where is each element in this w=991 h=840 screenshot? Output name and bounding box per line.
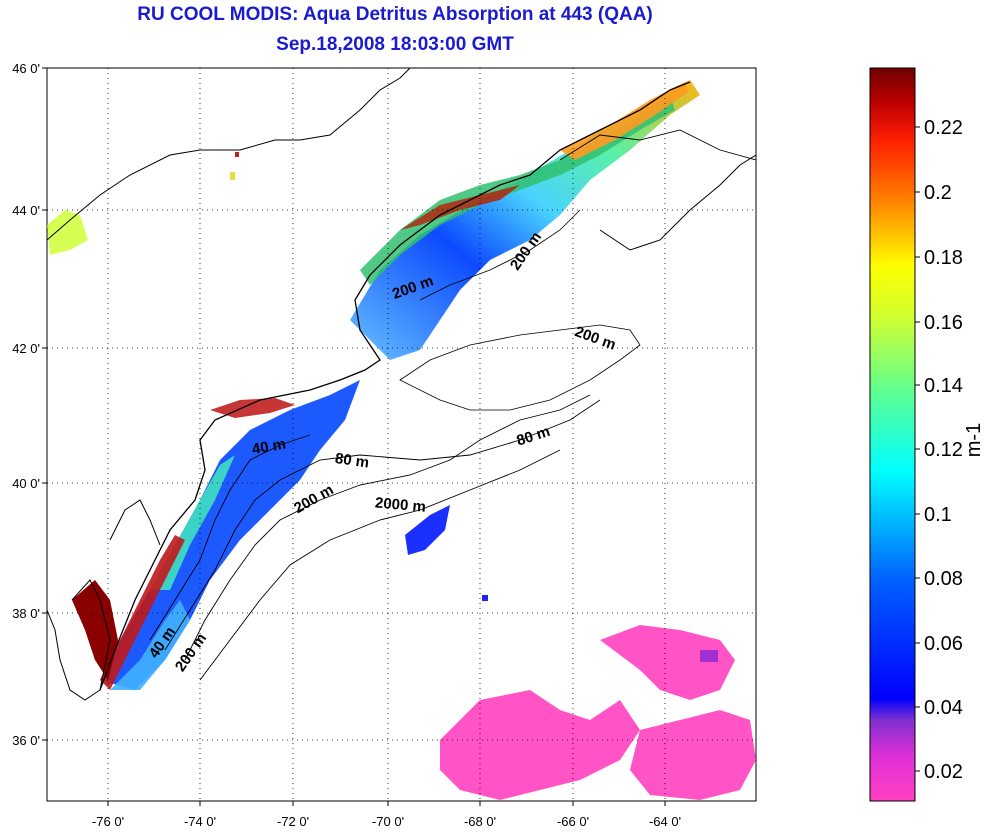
colorbar-tick-label: 0.2 bbox=[924, 182, 952, 204]
data-overlay-mid-atlantic bbox=[100, 380, 360, 690]
data-overlay-speck-1 bbox=[235, 152, 239, 157]
coastline-delaware bbox=[109, 499, 161, 546]
lon-tick-label: -76 0' bbox=[92, 814, 124, 829]
map-frame bbox=[46, 67, 757, 802]
isobath-label: 40 m bbox=[251, 435, 288, 458]
coastline-fundy bbox=[559, 129, 756, 161]
data-overlay-southern-shelf bbox=[110, 600, 190, 690]
colorbar-tick-label: 0.18 bbox=[924, 247, 963, 269]
colorbar-tick-label: 0.14 bbox=[924, 375, 963, 397]
colorbar-unit-label: m-1 bbox=[963, 423, 985, 457]
lat-tick-label: 46 0' bbox=[12, 61, 40, 76]
data-overlay-open-ocean-4 bbox=[700, 650, 718, 662]
data-overlay-speck-2 bbox=[230, 172, 235, 180]
data-overlay-maine-coast-red bbox=[400, 185, 520, 230]
data-overlay-open-ocean-1 bbox=[440, 690, 640, 800]
data-overlay-open-ocean-3 bbox=[630, 710, 756, 800]
lon-tick-label: -64 0' bbox=[649, 814, 681, 829]
isobath-georges-bank bbox=[399, 324, 641, 411]
isobath-200m bbox=[184, 394, 591, 661]
data-overlay-gulf-of-maine bbox=[350, 80, 700, 360]
colorbar-ticks bbox=[915, 126, 920, 772]
colorbar-tick-label: 0.02 bbox=[924, 761, 963, 783]
lat-tick-label: 44 0' bbox=[12, 203, 40, 218]
lon-tick-label: -70 0' bbox=[372, 814, 404, 829]
map-content: 200 m 200 m 200 m 80 m 40 m 80 m 200 m 2… bbox=[47, 68, 756, 800]
isobath-gulf-maine-200 bbox=[419, 209, 581, 301]
isobath-label: 80 m bbox=[334, 450, 370, 472]
data-overlay-open-ocean-2 bbox=[600, 625, 735, 700]
lon-tick-label: -68 0' bbox=[464, 814, 496, 829]
data-overlay-coastal-red bbox=[100, 535, 185, 690]
colorbar-tick-label: 0.08 bbox=[924, 568, 963, 590]
colorbar-tick-label: 0.04 bbox=[924, 697, 963, 719]
map-title: RU COOL MODIS: Aqua Detritus Absorption … bbox=[137, 4, 653, 25]
lat-tick-label: 42 0' bbox=[12, 341, 40, 356]
coastline-main bbox=[99, 81, 691, 691]
isobath-40m bbox=[149, 434, 311, 641]
data-overlay-small-patch bbox=[482, 595, 488, 601]
lat-tick-label: 36 0' bbox=[12, 733, 40, 748]
coastline-canada-north bbox=[239, 68, 411, 151]
colorbar-tick-label: 0.06 bbox=[924, 633, 963, 655]
map-subtitle: Sep.18,2008 18:03:00 GMT bbox=[276, 34, 514, 55]
lat-tick-label: 40 0' bbox=[12, 476, 40, 491]
lon-tick-label: -72 0' bbox=[277, 814, 309, 829]
colorbar-tick-label: 0.12 bbox=[924, 439, 963, 461]
isobath-label: 2000 m bbox=[374, 494, 426, 515]
colorbar-tick-label: 0.16 bbox=[924, 312, 963, 334]
colorbar bbox=[869, 67, 916, 802]
isobath-2000m bbox=[199, 449, 561, 681]
data-overlay-offshore-patch bbox=[405, 505, 450, 555]
lat-tick-label: 38 0' bbox=[12, 606, 40, 621]
data-overlay-upper-left bbox=[47, 210, 88, 255]
map-ticks bbox=[42, 67, 666, 806]
coastline-chesapeake bbox=[47, 579, 111, 701]
map-gridlines bbox=[47, 68, 756, 801]
isobath-80m bbox=[164, 399, 601, 651]
lon-tick-label: -66 0' bbox=[557, 814, 589, 829]
lon-tick-label: -74 0' bbox=[184, 814, 216, 829]
coastline-nova-scotia bbox=[599, 154, 756, 251]
colorbar-tick-label: 0.22 bbox=[924, 117, 963, 139]
coastline-us-canada bbox=[47, 149, 240, 241]
colorbar-tick-label: 0.1 bbox=[924, 504, 952, 526]
